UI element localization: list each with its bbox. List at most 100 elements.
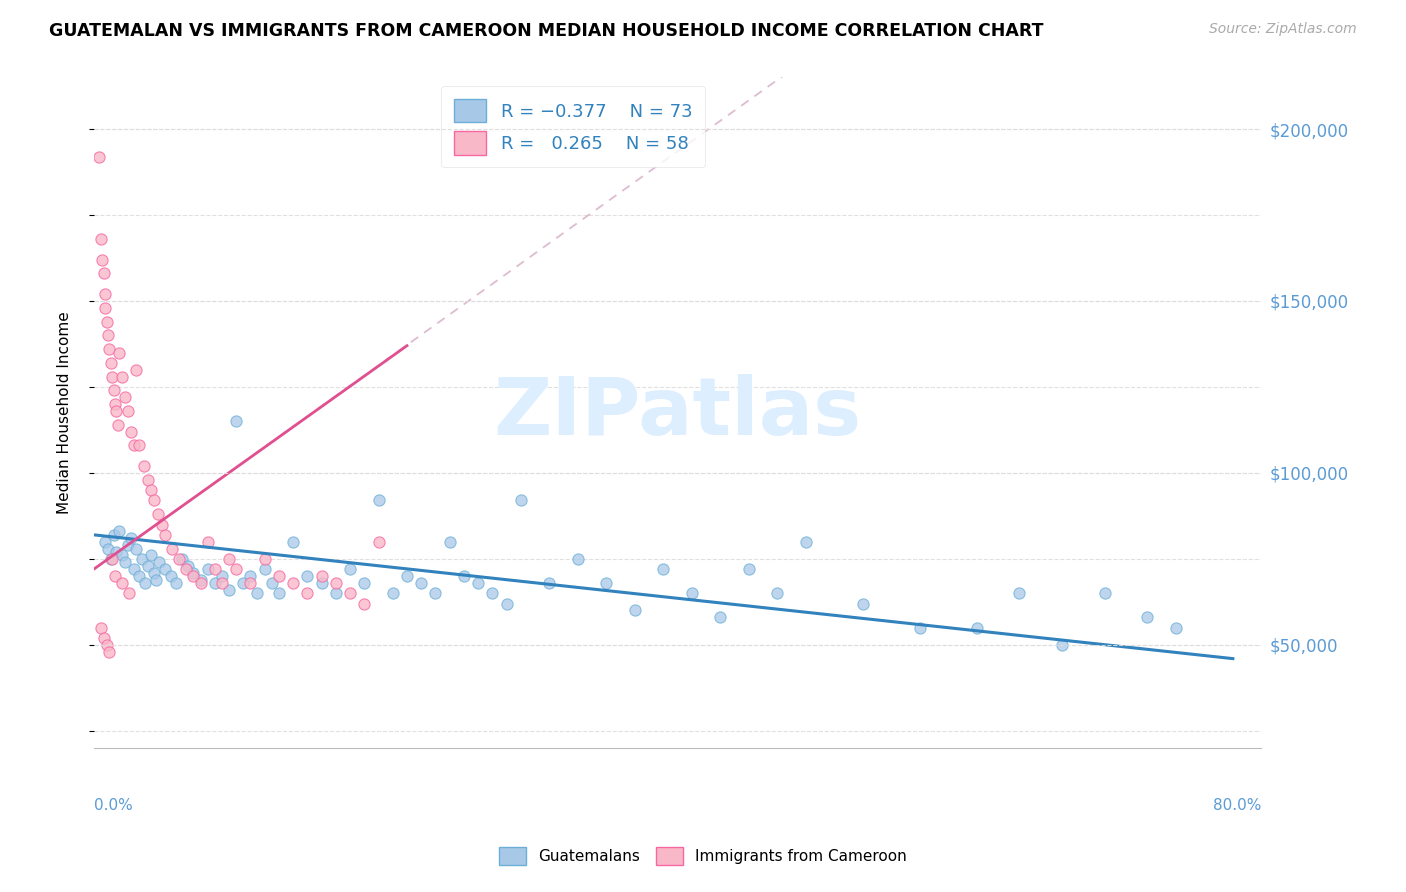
Point <box>131 552 153 566</box>
Text: Source: ZipAtlas.com: Source: ZipAtlas.com <box>1209 22 1357 37</box>
Text: 80.0%: 80.0% <box>1213 798 1261 814</box>
Point <box>766 586 789 600</box>
Point <box>353 597 375 611</box>
Point <box>453 569 475 583</box>
Point <box>567 552 589 566</box>
Legend: Guatemalans, Immigrants from Cameroon: Guatemalans, Immigrants from Cameroon <box>492 841 914 871</box>
Point <box>90 621 112 635</box>
Point <box>167 552 190 566</box>
Point <box>495 597 517 611</box>
Point <box>117 538 139 552</box>
Point <box>120 531 142 545</box>
Point <box>325 576 347 591</box>
Point <box>738 562 761 576</box>
Point <box>425 586 447 600</box>
Point <box>103 528 125 542</box>
Point <box>111 549 134 563</box>
Point <box>153 562 176 576</box>
Point <box>218 552 240 566</box>
Text: GUATEMALAN VS IMMIGRANTS FROM CAMEROON MEDIAN HOUSEHOLD INCOME CORRELATION CHART: GUATEMALAN VS IMMIGRANTS FROM CAMEROON M… <box>49 22 1043 40</box>
Point <box>94 301 117 315</box>
Point <box>411 576 433 591</box>
Point <box>325 586 347 600</box>
Point <box>595 576 617 591</box>
Point <box>105 404 128 418</box>
Point <box>681 586 703 600</box>
Point <box>297 586 319 600</box>
Point <box>190 576 212 591</box>
Point <box>146 507 169 521</box>
Point <box>339 586 361 600</box>
Point <box>114 390 136 404</box>
Point <box>652 562 675 576</box>
Point <box>246 586 269 600</box>
Point <box>204 576 226 591</box>
Point <box>134 576 156 591</box>
Point <box>183 569 205 583</box>
Point <box>100 356 122 370</box>
Point <box>91 252 114 267</box>
Point <box>794 534 817 549</box>
Point <box>125 363 148 377</box>
Point <box>170 552 193 566</box>
Point <box>160 541 183 556</box>
Point <box>267 569 290 583</box>
Point <box>122 438 145 452</box>
Point <box>104 569 127 583</box>
Point <box>96 638 118 652</box>
Point <box>132 458 155 473</box>
Point <box>120 425 142 439</box>
Point <box>89 149 111 163</box>
Legend: R = −0.377    N = 73, R =   0.265    N = 58: R = −0.377 N = 73, R = 0.265 N = 58 <box>441 87 706 167</box>
Point <box>118 586 141 600</box>
Point <box>197 534 219 549</box>
Point <box>165 576 187 591</box>
Point <box>211 569 233 583</box>
Point <box>159 569 181 583</box>
Point <box>211 576 233 591</box>
Point <box>367 534 389 549</box>
Y-axis label: Median Household Income: Median Household Income <box>58 311 72 514</box>
Point <box>253 562 276 576</box>
Point <box>281 576 304 591</box>
Point <box>353 576 375 591</box>
Point <box>174 562 197 576</box>
Point <box>509 493 531 508</box>
Point <box>467 576 489 591</box>
Point <box>128 438 150 452</box>
Point <box>267 586 290 600</box>
Point <box>260 576 283 591</box>
Point <box>624 603 647 617</box>
Point <box>103 384 125 398</box>
Point <box>1094 586 1116 600</box>
Point <box>148 555 170 569</box>
Point <box>190 573 212 587</box>
Point <box>1136 610 1159 624</box>
Point <box>111 369 134 384</box>
Point <box>105 545 128 559</box>
Point <box>145 573 167 587</box>
Point <box>1164 621 1187 635</box>
Point <box>481 586 503 600</box>
Point <box>114 555 136 569</box>
Point <box>90 232 112 246</box>
Point <box>94 534 117 549</box>
Point <box>253 552 276 566</box>
Point <box>100 552 122 566</box>
Point <box>439 534 461 549</box>
Point <box>101 552 124 566</box>
Point <box>395 569 418 583</box>
Point <box>239 569 262 583</box>
Text: ZIPatlas: ZIPatlas <box>494 374 862 451</box>
Point <box>225 414 247 428</box>
Point <box>108 524 131 539</box>
Point <box>93 267 115 281</box>
Point <box>281 534 304 549</box>
Point <box>108 345 131 359</box>
Point <box>139 483 162 497</box>
Point <box>107 417 129 432</box>
Point <box>97 328 120 343</box>
Point <box>104 397 127 411</box>
Point <box>153 528 176 542</box>
Point <box>204 562 226 576</box>
